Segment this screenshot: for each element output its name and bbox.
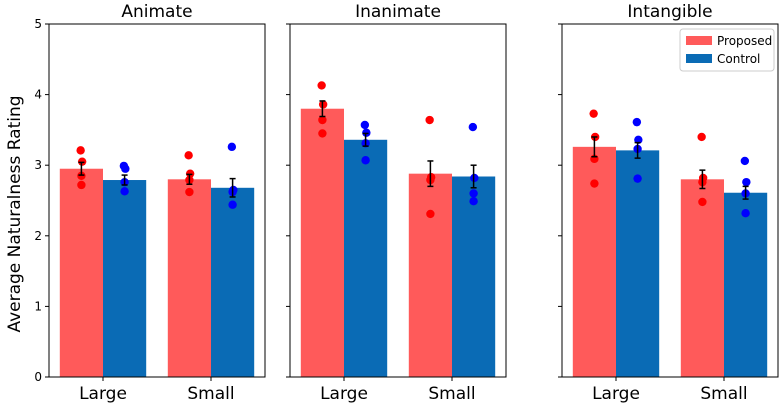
legend: Proposed Control xyxy=(679,28,775,72)
panel-intangible: Intangible Large Small xyxy=(558,2,779,404)
bar-control-large xyxy=(103,180,147,377)
legend-label-control: Control xyxy=(717,52,760,66)
data-point-control xyxy=(360,120,370,130)
data-point-control xyxy=(227,142,237,152)
data-point-control xyxy=(741,209,750,218)
data-point-control xyxy=(121,164,130,173)
y-tick-label: 0 xyxy=(34,370,42,384)
data-point-proposed xyxy=(698,197,707,207)
data-point-control xyxy=(740,156,750,166)
data-point-control xyxy=(742,177,751,187)
panel-animate: Animate Large Small 0 1 2 3 4 5 xyxy=(34,2,266,404)
bar-proposed-large xyxy=(59,168,103,377)
x-tick-label: Small xyxy=(187,384,234,404)
data-point-control xyxy=(469,197,478,206)
legend-swatch-control xyxy=(686,54,712,63)
x-tick-label: Large xyxy=(592,384,640,404)
data-point-control xyxy=(120,187,129,196)
bar-proposed-small xyxy=(408,173,452,377)
data-point-control xyxy=(468,122,478,132)
data-point-proposed xyxy=(318,129,327,138)
x-tick-label: Large xyxy=(320,384,368,404)
bar-proposed-small xyxy=(167,179,211,377)
data-point-proposed xyxy=(76,146,85,155)
plot-frame xyxy=(48,23,266,378)
data-point-proposed xyxy=(426,209,435,219)
data-point-proposed xyxy=(318,115,327,125)
data-point-control xyxy=(469,189,478,198)
data-point-control xyxy=(632,117,642,127)
bar-proposed-large xyxy=(300,108,344,377)
panel-title: Inanimate xyxy=(355,2,441,22)
data-point-proposed xyxy=(184,151,193,160)
panels: Animate Large Small 0 1 2 3 4 5 Inanimate Large Sma… xyxy=(34,2,779,404)
data-point-proposed xyxy=(317,81,326,90)
bar-control-small xyxy=(211,187,255,377)
data-point-proposed xyxy=(185,187,194,197)
data-point-proposed xyxy=(425,115,434,125)
panel-title: Intangible xyxy=(627,2,712,22)
y-tick-label: 5 xyxy=(34,17,42,31)
y-tick-label: 4 xyxy=(34,88,42,102)
bar-proposed-small xyxy=(680,179,724,377)
y-tick-label: 1 xyxy=(34,299,42,313)
data-point-control xyxy=(633,174,642,183)
x-tick-label: Small xyxy=(700,384,747,404)
data-point-proposed xyxy=(697,132,706,142)
bar-control-large xyxy=(616,150,660,377)
plot-frame xyxy=(289,23,507,378)
data-point-control xyxy=(228,200,237,209)
bar-control-small xyxy=(452,176,496,377)
panel-title: Animate xyxy=(121,2,192,22)
y-tick-label: 3 xyxy=(34,158,42,172)
bar-control-small xyxy=(724,192,768,377)
y-axis-title: Average Naturalness Rating xyxy=(5,95,25,332)
plot-frame xyxy=(561,23,779,378)
data-point-proposed xyxy=(590,179,599,188)
bar-control-large xyxy=(344,139,388,377)
data-point-proposed xyxy=(77,180,86,190)
panel-inanimate: Inanimate Large Small xyxy=(286,2,507,404)
y-tick-label: 2 xyxy=(34,229,42,243)
x-tick-label: Large xyxy=(79,384,127,404)
data-point-proposed xyxy=(589,109,598,118)
x-tick-label: Small xyxy=(428,384,475,404)
legend-label-proposed: Proposed xyxy=(717,34,772,48)
data-point-control xyxy=(361,156,370,165)
legend-swatch-proposed xyxy=(686,36,712,45)
